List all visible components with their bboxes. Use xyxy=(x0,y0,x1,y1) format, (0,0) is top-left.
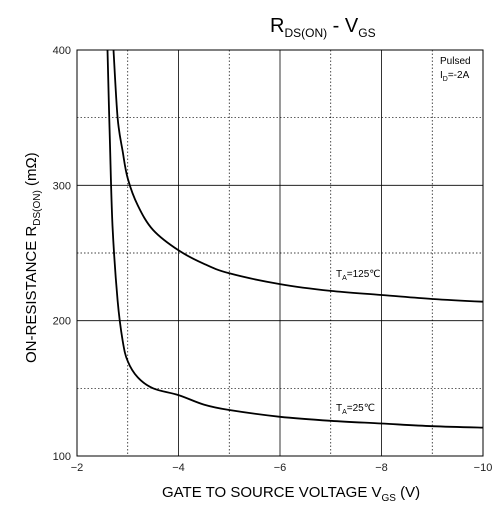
y-tick-label: 300 xyxy=(53,180,71,192)
curves xyxy=(106,49,484,429)
y-tick-label: 100 xyxy=(53,451,71,463)
x-tick-labels: −2 −4 −6 −8 −10 xyxy=(71,462,493,474)
x-tick-label: −4 xyxy=(172,462,185,474)
y-tick-labels: 100 200 300 400 xyxy=(53,45,71,463)
y-tick-label: 400 xyxy=(53,45,71,57)
x-tick-label: −8 xyxy=(375,462,388,474)
plot-frame xyxy=(76,49,484,457)
chart-title: RDS(ON) - VGS xyxy=(270,15,376,40)
x-axis-label: GATE TO SOURCE VOLTAGE VGS (V) xyxy=(162,484,420,504)
x-tick-label: −10 xyxy=(474,462,493,474)
curve-25c xyxy=(106,49,484,429)
y-axis-label: ON-RESISTANCE RDS(ON) (mΩ) xyxy=(23,152,43,363)
grid xyxy=(77,50,483,456)
y-tick-label: 200 xyxy=(53,316,71,328)
series-label-125c: TA=125℃ xyxy=(336,269,381,282)
series-label-25c: TA=25℃ xyxy=(336,403,375,416)
annotation-current: ID=-2A xyxy=(440,70,470,83)
annotation-pulsed: Pulsed xyxy=(440,56,471,67)
x-tick-label: −2 xyxy=(71,462,84,474)
x-tick-label: −6 xyxy=(274,462,287,474)
curve-125c xyxy=(112,49,484,303)
